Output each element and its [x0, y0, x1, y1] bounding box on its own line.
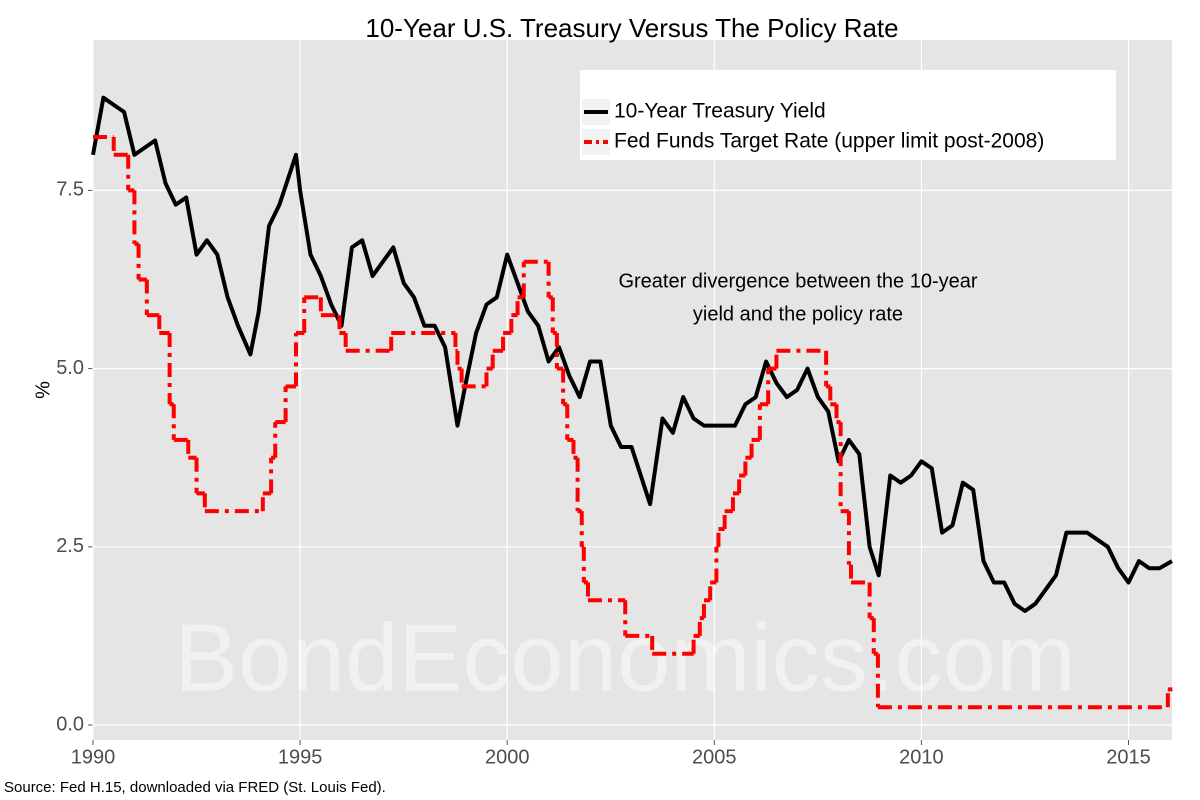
annotation-line: Greater divergence between the 10-year: [618, 270, 977, 292]
marks: [91, 95, 1173, 710]
annotation-line: yield and the policy rate: [693, 303, 903, 325]
x-tick-label: 1990: [71, 746, 116, 768]
y-axis-label: %: [32, 381, 54, 399]
legend-box: [580, 70, 1116, 160]
legend: 10-Year Treasury Yield Fed Funds Target R…: [580, 70, 1116, 160]
source-note: Source: Fed H.15, downloaded via FRED (S…: [4, 779, 386, 796]
x-tick-label: 2000: [485, 746, 530, 768]
chart-title: 10-Year U.S. Treasury Versus The Policy …: [365, 13, 898, 43]
annotation: Greater divergence between the 10-year yi…: [618, 270, 977, 325]
legend-label: 10-Year Treasury Yield: [614, 100, 826, 123]
series-line: [91, 95, 1173, 613]
y-tick-label: 0.0: [56, 713, 84, 735]
x-tick-label: 1995: [278, 746, 323, 768]
x-tick-label: 2015: [1106, 746, 1151, 768]
y-tick-label: 2.5: [56, 535, 84, 557]
x-tick-label: 2010: [899, 746, 944, 768]
y-tick-label: 7.5: [56, 179, 84, 201]
legend-label: Fed Funds Target Rate (upper limit post-…: [614, 130, 1044, 153]
y-tick-label: 5.0: [56, 357, 84, 379]
grid: [88, 40, 1172, 745]
x-tick-label: 2005: [692, 746, 737, 768]
